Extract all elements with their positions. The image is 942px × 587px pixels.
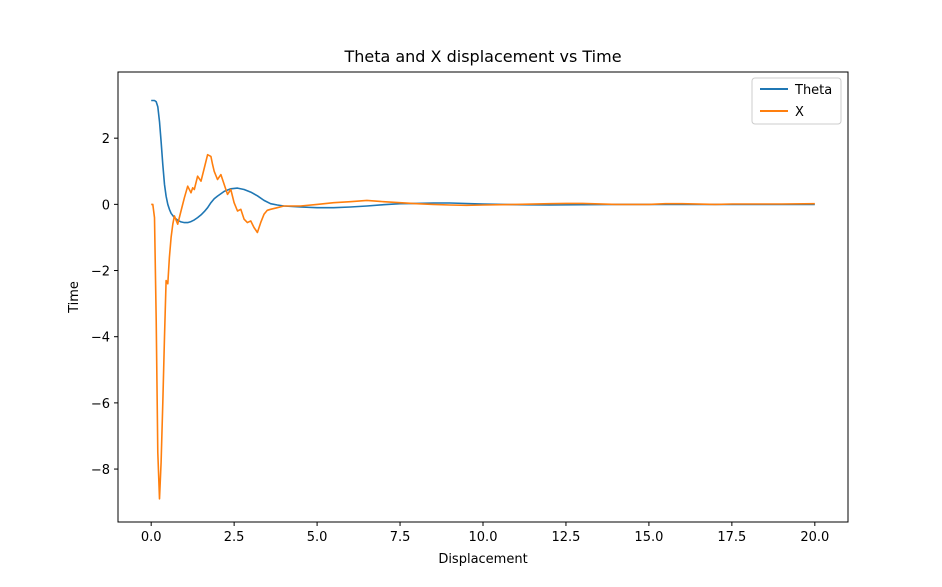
y-tick-label: −2 [91,265,110,280]
x-tick-label: 0.0 [141,530,162,545]
y-tick-label: −8 [91,463,110,478]
x-tick-label: 20.0 [800,530,829,545]
x-tick-label: 17.5 [717,530,746,545]
x-axis-ticks: 0.0 2.5 5.0 7.5 10.0 12.5 15.0 17.5 20.0 [141,522,829,545]
y-axis-ticks: 2 0 −2 −4 −6 −8 [91,132,118,478]
legend: Theta X [751,77,842,125]
y-tick-label: −6 [91,397,110,412]
x-tick-label: 2.5 [224,530,245,545]
x-tick-label: 15.0 [634,530,663,545]
x-tick-label: 12.5 [551,530,580,545]
y-tick-label: 2 [102,132,110,147]
x-tick-label: 10.0 [469,530,498,545]
legend-label-theta: Theta [794,83,832,98]
x-axis-label: Displacement [438,552,527,567]
x-tick-label: 7.5 [390,530,411,545]
y-tick-label: 0 [102,198,110,213]
series-line-x [151,153,815,500]
legend-label-x: X [795,105,804,120]
x-tick-label: 5.0 [307,530,328,545]
series-group [151,99,815,500]
y-axis-label: Time [67,281,82,314]
y-tick-label: −4 [91,331,110,346]
chart-title: Theta and X displacement vs Time [343,47,621,66]
